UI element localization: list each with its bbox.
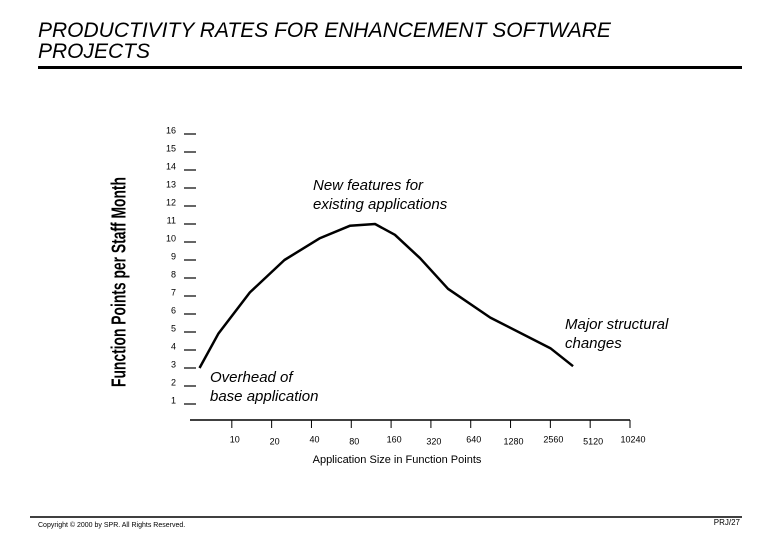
x-tick-label: 640 [466, 434, 481, 444]
y-tick-label: 1 [171, 395, 176, 405]
y-tick-label: 15 [166, 143, 176, 153]
page-number: PRJ/27 [714, 518, 741, 527]
y-tick-label: 8 [171, 269, 176, 279]
line [198, 222, 574, 369]
x-tick-label: 5120 [583, 436, 603, 446]
y-tick-label: 2 [171, 377, 176, 387]
annotation: New features for [313, 177, 424, 194]
x-tick-label: 10240 [620, 434, 645, 444]
y-tick-label: 11 [167, 215, 176, 225]
copyright: Copyright © 2000 by SPR. All Rights Rese… [38, 521, 185, 529]
x-tick-label: 320 [426, 436, 441, 446]
y-tick-label: 13 [166, 179, 176, 189]
title-rule [38, 66, 742, 69]
y-tick-label: 6 [171, 305, 176, 315]
annotation: base application [210, 388, 318, 405]
x-tick-label: 20 [270, 436, 280, 446]
y-tick-label: 3 [171, 359, 176, 369]
x-tick-label: 2560 [543, 434, 563, 444]
y-tick-label: 9 [171, 251, 176, 261]
y-tick-label: 16 [166, 125, 176, 135]
x-tick-label: 160 [387, 434, 402, 444]
x-tick-label: 1280 [504, 436, 524, 446]
x-axis-label: Application Size in Function Points [313, 454, 482, 466]
y-tick-label: 10 [166, 233, 176, 243]
slide-title: PRODUCTIVITY RATES FOR ENHANCEMENT SOFTW… [38, 19, 611, 63]
y-tick-label: 14 [166, 161, 176, 171]
annotation: existing applications [313, 196, 448, 213]
annotation: Major structural [565, 316, 669, 333]
y-tick-label: 4 [171, 341, 176, 351]
x-tick-label: 80 [349, 436, 359, 446]
x-tick-label: 10 [230, 434, 240, 444]
annotation: changes [565, 335, 622, 352]
y-tick-label: 12 [166, 197, 176, 207]
y-tick-label: 5 [171, 323, 176, 333]
y-axis-label: Function Points per Staff Month [108, 177, 130, 387]
x-tick-label: 40 [309, 434, 319, 444]
annotation: Overhead of [210, 369, 294, 386]
y-tick-label: 7 [171, 287, 176, 297]
